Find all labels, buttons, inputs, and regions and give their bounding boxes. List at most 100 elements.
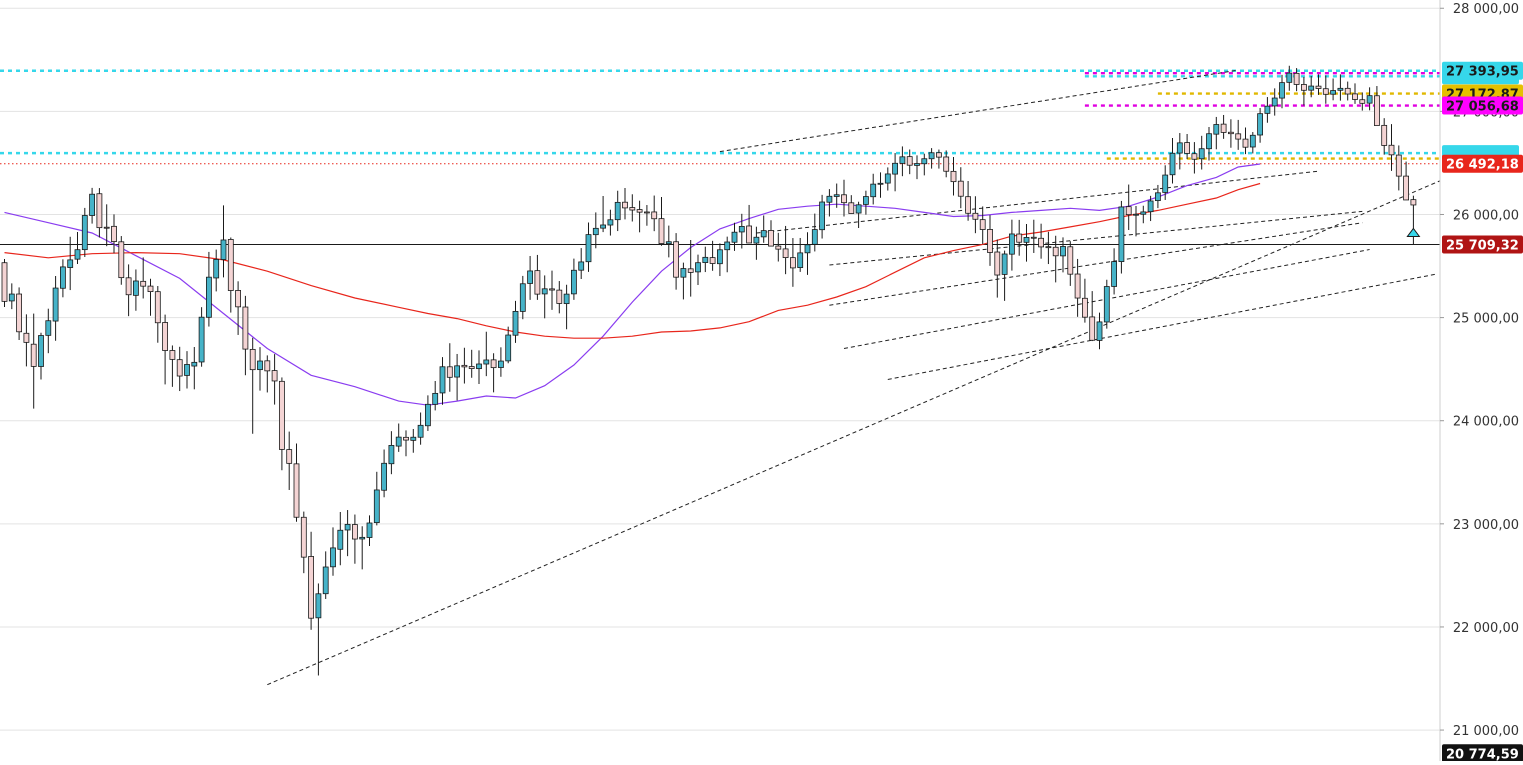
- candle-body: [1045, 246, 1052, 249]
- candle-body: [249, 348, 256, 371]
- candle-body: [271, 370, 278, 382]
- candle-body: [957, 180, 964, 197]
- candle-body: [67, 259, 74, 268]
- candle-body: [1359, 99, 1366, 104]
- price-label-box: [1442, 96, 1523, 115]
- candle-body: [140, 280, 147, 287]
- price-axis-background[interactable]: [1440, 0, 1523, 761]
- candle-body: [446, 366, 453, 378]
- candle-body: [848, 202, 855, 214]
- candle-body: [1089, 316, 1096, 341]
- candle-body: [1082, 297, 1088, 318]
- candle-body: [417, 424, 424, 438]
- price-label-text: 25 709,32: [1446, 238, 1519, 253]
- candle-body: [841, 194, 847, 204]
- candle-body: [1264, 105, 1271, 114]
- y-tick-label: 24 000,00: [1453, 415, 1519, 430]
- candle-body: [366, 522, 373, 538]
- candle-body: [1228, 131, 1234, 135]
- candle-body: [162, 322, 169, 351]
- candle-body: [505, 334, 512, 362]
- candle-body: [1403, 175, 1409, 201]
- candle-body: [1206, 133, 1212, 150]
- trend-line: [887, 273, 1436, 380]
- candle-body: [38, 335, 44, 367]
- candle-body: [790, 257, 796, 269]
- candle-body: [979, 219, 986, 230]
- candle-body: [644, 211, 650, 214]
- candle-body: [1023, 237, 1030, 243]
- candle-body: [461, 364, 468, 368]
- candle-body: [286, 449, 293, 464]
- candle-body: [388, 445, 395, 465]
- moving-average-line: [4, 182, 1261, 339]
- candle-body: [826, 195, 833, 203]
- candle-body: [972, 212, 979, 220]
- candle-body: [775, 245, 782, 250]
- price-label-box: [1442, 154, 1523, 173]
- moving-averages: [4, 163, 1261, 406]
- candle-body: [622, 201, 628, 209]
- candle-body: [125, 277, 132, 296]
- candle-body: [1147, 200, 1154, 213]
- candle-body: [8, 293, 15, 302]
- y-tick-label: 21 000,00: [1453, 724, 1519, 739]
- candle-body: [410, 436, 417, 441]
- candle-body: [1220, 123, 1227, 133]
- candle-body: [804, 244, 811, 254]
- candle-body: [768, 230, 774, 247]
- candle-body: [23, 332, 30, 343]
- candle-body: [855, 204, 862, 214]
- price-label-text: 26 492,18: [1446, 158, 1519, 173]
- candle-body: [1381, 124, 1388, 146]
- candle-body: [359, 536, 366, 540]
- candle-body: [1271, 97, 1278, 107]
- candle-body: [563, 293, 570, 305]
- candle-body: [1337, 87, 1344, 91]
- candle-body: [1009, 233, 1015, 255]
- candle-body: [227, 239, 234, 291]
- candle-body: [899, 156, 906, 164]
- candle-body: [118, 241, 125, 279]
- candle-body: [629, 207, 636, 211]
- candle-body: [300, 516, 307, 558]
- candle-body: [753, 236, 760, 244]
- candle-body: [476, 363, 482, 370]
- candle-body: [1388, 144, 1395, 156]
- trend-line: [829, 210, 1363, 266]
- candle-body: [709, 257, 716, 264]
- price-label-box: [1442, 744, 1523, 763]
- candle-body: [1410, 199, 1417, 206]
- candle-body: [1052, 246, 1059, 257]
- candle-body: [731, 231, 738, 243]
- candle-body: [695, 262, 701, 273]
- y-tick-label: 23 000,00: [1453, 518, 1519, 533]
- candle-body: [315, 593, 322, 619]
- signal-marker: [1406, 227, 1421, 237]
- candle-body: [1074, 273, 1081, 299]
- candle-body: [680, 268, 687, 278]
- candle-body: [541, 288, 548, 295]
- candle-body: [556, 289, 563, 304]
- candle-body: [439, 366, 446, 394]
- candle-body: [592, 227, 599, 236]
- candle-body: [132, 280, 139, 296]
- candle-body: [330, 547, 336, 568]
- candle-body: [673, 241, 679, 278]
- candle-body: [1293, 72, 1300, 85]
- candle-body: [424, 403, 431, 427]
- price-label-box: [1442, 61, 1523, 80]
- candle-body: [1118, 206, 1125, 262]
- price-label-box: [1442, 235, 1523, 254]
- candle-body: [1235, 133, 1242, 140]
- candle-body: [987, 229, 993, 253]
- candle-body: [1001, 253, 1008, 275]
- candle-body: [337, 529, 344, 550]
- candle-body: [169, 350, 176, 360]
- candle-body: [782, 248, 789, 258]
- candle-body: [278, 380, 285, 450]
- price-label-text: 27 393,95: [1446, 65, 1519, 80]
